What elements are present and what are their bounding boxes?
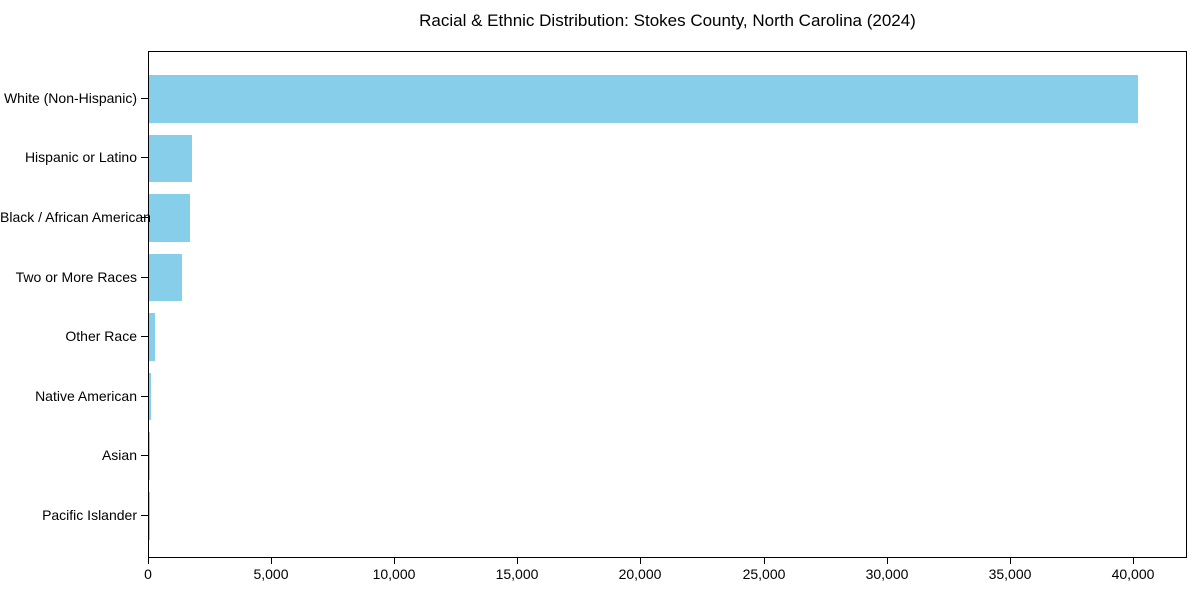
y-tick-mark	[141, 396, 148, 397]
x-tick-mark	[271, 558, 272, 564]
y-tick-label: Two or More Races	[15, 269, 137, 285]
x-tick-mark	[1133, 558, 1134, 564]
bar-native-american	[149, 372, 151, 421]
y-tick-label: White (Non-Hispanic)	[3, 90, 137, 106]
y-tick-mark	[141, 455, 148, 456]
x-tick-mark	[394, 558, 395, 564]
x-tick-mark	[640, 558, 641, 564]
x-tick-label: 5,000	[253, 566, 289, 582]
x-tick-mark	[764, 558, 765, 564]
y-tick-mark	[141, 336, 148, 337]
chart-title: Racial & Ethnic Distribution: Stokes Cou…	[419, 11, 916, 30]
y-tick-mark	[141, 515, 148, 516]
x-tick-label: 10,000	[372, 566, 416, 582]
y-tick-mark	[141, 217, 148, 218]
y-tick-label: Asian	[101, 447, 137, 463]
x-tick-label: 35,000	[988, 566, 1032, 582]
x-tick-label: 40,000	[1111, 566, 1155, 582]
x-tick-mark	[517, 558, 518, 564]
x-tick-label: 30,000	[865, 566, 909, 582]
y-tick-mark	[141, 157, 148, 158]
y-tick-label: Other Race	[65, 328, 137, 344]
x-tick-mark	[148, 558, 149, 564]
y-tick-label: Native American	[35, 388, 137, 404]
y-tick-label: Hispanic or Latino	[24, 149, 137, 165]
x-tick-label: 0	[144, 566, 152, 582]
y-tick-label: Pacific Islander	[42, 507, 137, 523]
bar-two-or-more-races	[149, 253, 182, 302]
bar-black-african-american	[149, 194, 191, 242]
x-tick-label: 15,000	[495, 566, 539, 582]
y-tick-mark	[141, 98, 148, 99]
x-tick-label: 20,000	[618, 566, 662, 582]
bar-other-race	[149, 313, 155, 361]
x-tick-label: 25,000	[742, 566, 786, 582]
bar-white-non-hispanic	[149, 75, 1139, 123]
x-tick-mark	[887, 558, 888, 564]
bar-asian	[149, 432, 150, 480]
bar-hispanic-or-latino	[149, 134, 193, 183]
plot-area	[148, 51, 1187, 558]
y-tick-label: Black / African American	[0, 209, 151, 225]
x-tick-mark	[1010, 558, 1011, 564]
y-tick-mark	[141, 277, 148, 278]
